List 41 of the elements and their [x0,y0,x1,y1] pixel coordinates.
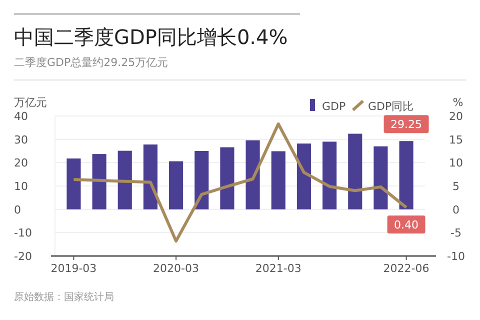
y-tick-label: 10 [14,180,28,193]
y-tick-label: 40 [14,110,28,123]
x-tick-label: 2019-03 [50,262,97,275]
bar [246,140,260,210]
bar [374,146,388,210]
y-tick-label: 0 [14,203,21,216]
y2-tick-label: 15 [449,133,463,146]
y2-tick-label: 0 [452,203,460,216]
y-tick-label: -10 [14,226,32,240]
data-label: 0.40 [394,218,419,232]
y2-tick-label: 10 [449,156,463,170]
y2-tick-label: 20 [449,110,463,123]
y-tick-label: 30 [14,133,28,146]
bar [143,144,158,210]
bar [194,151,209,210]
bar [169,161,184,210]
x-tick-label: 2022-06 [383,262,430,275]
bar [322,142,337,210]
y-tick-label: 20 [14,156,28,170]
bar [399,141,414,210]
bar [271,151,286,210]
text: 原始数据：国家统计局 [14,291,114,303]
bar [296,144,311,210]
legend-label: GDP [322,100,346,113]
x-tick-label: 2020-03 [153,262,200,275]
data-label: 29.25 [390,118,422,132]
bar [118,150,132,210]
bar [348,134,362,210]
y2-tick-label: -10 [447,250,465,263]
y2-axis-title: % [452,96,464,109]
legend-label: GDP同比 [368,100,414,113]
x-tick-label: 2021-03 [255,262,302,275]
y2-tick-label: -5 [450,226,462,240]
chart-subtitle: 二季度GDP总量约29.25万亿元 [14,56,168,69]
y2-tick-label: 5 [452,180,460,193]
y-axis-title: 万亿元 [14,96,47,109]
chart-title: 中国二季度GDP同比增长0.4% [14,25,288,49]
bar [220,147,234,210]
bar [92,154,106,210]
y-tick-label: -20 [14,250,32,263]
bar [66,158,81,210]
